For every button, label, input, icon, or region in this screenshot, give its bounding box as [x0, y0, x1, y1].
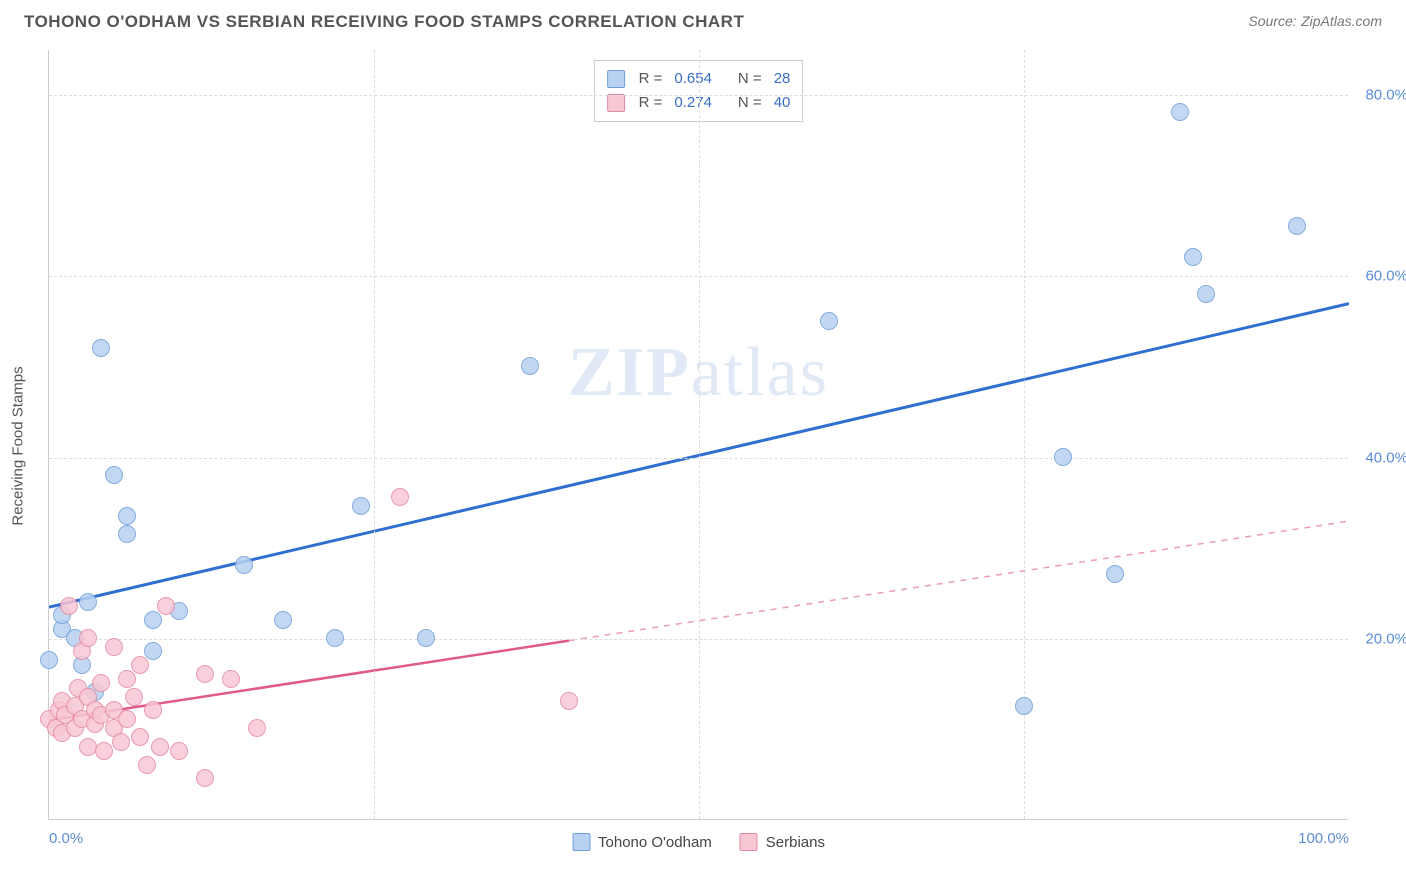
legend-swatch-tohono — [572, 833, 590, 851]
y-tick-label: 20.0% — [1354, 630, 1406, 647]
point-tohono — [92, 339, 110, 357]
point-tohono — [1106, 565, 1124, 583]
point-tohono — [1015, 697, 1033, 715]
gridline-vertical — [374, 50, 375, 819]
legend-swatch-tohono — [607, 70, 625, 88]
point-serbians — [248, 719, 266, 737]
scatter-chart: ZIPatlas R =0.654N =28R =0.274N =40 Toho… — [48, 50, 1348, 820]
point-tohono — [118, 525, 136, 543]
point-serbians — [112, 733, 130, 751]
point-tohono — [274, 611, 292, 629]
point-serbians — [222, 670, 240, 688]
point-tohono — [820, 312, 838, 330]
point-serbians — [95, 742, 113, 760]
legend-label-serbians: Serbians — [766, 834, 825, 851]
point-serbians — [105, 638, 123, 656]
y-tick-label: 40.0% — [1354, 449, 1406, 466]
point-tohono — [352, 497, 370, 515]
source: Source: ZipAtlas.com — [1248, 13, 1382, 31]
point-tohono — [235, 556, 253, 574]
legend-item-serbians: Serbians — [740, 833, 825, 851]
point-tohono — [1054, 448, 1072, 466]
point-tohono — [1184, 248, 1202, 266]
point-serbians — [560, 692, 578, 710]
point-tohono — [1197, 285, 1215, 303]
legend-swatch-serbians — [607, 94, 625, 112]
point-serbians — [79, 629, 97, 647]
point-serbians — [196, 665, 214, 683]
point-serbians — [118, 710, 136, 728]
x-tick-label: 0.0% — [49, 830, 83, 847]
legend-item-tohono: Tohono O'odham — [572, 833, 712, 851]
r-label: R = — [639, 67, 663, 91]
point-serbians — [118, 670, 136, 688]
source-label: Source: — [1248, 13, 1296, 29]
point-serbians — [131, 656, 149, 674]
point-tohono — [79, 593, 97, 611]
n-value-tohono: 28 — [774, 67, 791, 91]
point-serbians — [125, 688, 143, 706]
x-tick-label: 100.0% — [1298, 830, 1349, 847]
y-tick-label: 80.0% — [1354, 87, 1406, 104]
point-serbians — [391, 488, 409, 506]
point-serbians — [60, 597, 78, 615]
point-tohono — [1171, 103, 1189, 121]
series-legend: Tohono O'odham Serbians — [572, 833, 825, 851]
point-tohono — [118, 507, 136, 525]
trend-line-serbians-dashed — [569, 521, 1349, 641]
point-serbians — [131, 728, 149, 746]
point-tohono — [326, 629, 344, 647]
legend-label-tohono: Tohono O'odham — [598, 834, 712, 851]
chart-title: TOHONO O'ODHAM VS SERBIAN RECEIVING FOOD… — [24, 12, 744, 32]
point-serbians — [151, 738, 169, 756]
point-tohono — [105, 466, 123, 484]
point-tohono — [521, 357, 539, 375]
point-serbians — [144, 701, 162, 719]
point-serbians — [92, 674, 110, 692]
point-serbians — [196, 769, 214, 787]
legend-swatch-serbians — [740, 833, 758, 851]
n-label: N = — [738, 67, 762, 91]
point-serbians — [138, 756, 156, 774]
r-value-tohono: 0.654 — [674, 67, 712, 91]
y-axis-label: Receiving Food Stamps — [10, 366, 27, 525]
point-tohono — [1288, 217, 1306, 235]
point-tohono — [144, 642, 162, 660]
point-tohono — [144, 611, 162, 629]
point-tohono — [40, 651, 58, 669]
gridline-vertical — [699, 50, 700, 819]
point-serbians — [170, 742, 188, 760]
source-name: ZipAtlas.com — [1301, 13, 1382, 29]
point-serbians — [157, 597, 175, 615]
y-tick-label: 60.0% — [1354, 268, 1406, 285]
point-tohono — [417, 629, 435, 647]
